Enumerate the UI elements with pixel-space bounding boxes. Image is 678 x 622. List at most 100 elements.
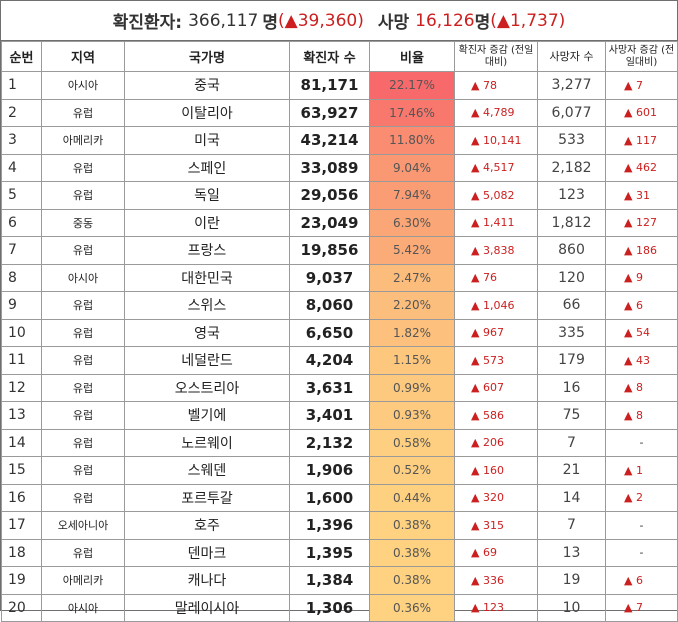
deaths-cell: 120 [537, 263, 606, 292]
table-row: 3 아메리카 미국 43,214 11.80% ▲ 10,141 533 ▲ 117 [1, 126, 678, 155]
table-row: 9 유럽 스위스 8,060 2.20% ▲ 1,046 66 ▲ 6 [1, 291, 678, 320]
country-cell: 노르웨이 [124, 428, 290, 457]
rank-cell: 7 [1, 236, 42, 265]
ratio-cell: 6.30% [369, 208, 455, 237]
region-cell: 유럽 [41, 98, 125, 127]
deaths-cell: 7 [537, 428, 606, 457]
cases-cell: 1,906 [289, 456, 370, 485]
region-cell: 아메리카 [41, 126, 125, 155]
case-increase-cell: ▲ 5,082 [454, 181, 538, 210]
region-cell: 유럽 [41, 236, 125, 265]
rank-cell: 10 [1, 318, 42, 347]
table-row: 10 유럽 영국 6,650 1.82% ▲ 967 335 ▲ 54 [1, 318, 678, 347]
table-row: 4 유럽 스페인 33,089 9.04% ▲ 4,517 2,182 ▲ 462 [1, 153, 678, 182]
header-death-increase: 사망자 증감 (전일대비) [605, 41, 678, 72]
death-increase-cell: ▲ 8 [605, 373, 678, 402]
country-cell: 이탈리아 [124, 98, 290, 127]
deaths-cell: 14 [537, 483, 606, 512]
country-cell: 말레이시아 [124, 593, 290, 622]
cases-cell: 1,395 [289, 538, 370, 567]
rank-cell: 17 [1, 511, 42, 540]
country-cell: 덴마크 [124, 538, 290, 567]
deaths-cell: 3,277 [537, 71, 606, 100]
death-increase-cell: ▲ 8 [605, 401, 678, 430]
case-increase-cell: ▲ 123 [454, 593, 538, 622]
table-row: 17 오세아니아 호주 1,396 0.38% ▲ 315 7- [1, 511, 678, 540]
cases-cell: 3,631 [289, 373, 370, 402]
death-increase-cell: - [605, 511, 678, 540]
death-increase-cell: ▲ 7 [605, 593, 678, 622]
deaths-cell: 533 [537, 126, 606, 155]
death-increase-cell: ▲ 1 [605, 456, 678, 485]
cases-cell: 23,049 [289, 208, 370, 237]
region-cell: 유럽 [41, 538, 125, 567]
ratio-cell: 0.44% [369, 483, 455, 512]
region-cell: 유럽 [41, 346, 125, 375]
deaths-cell: 179 [537, 346, 606, 375]
rank-cell: 9 [1, 291, 42, 320]
deaths-cell: 335 [537, 318, 606, 347]
header-row: 순번 지역 국가명 확진자 수 비율 확진자 증감 (전일대비) 사망자 수 사… [1, 41, 678, 72]
table-row: 7 유럽 프랑스 19,856 5.42% ▲ 3,838 860 ▲ 186 [1, 236, 678, 265]
ratio-cell: 0.93% [369, 401, 455, 430]
cases-cell: 6,650 [289, 318, 370, 347]
cases-cell: 1,600 [289, 483, 370, 512]
deaths-label: 사망 [377, 13, 410, 33]
table-row: 18 유럽 덴마크 1,395 0.38% ▲ 69 13- [1, 538, 678, 567]
rank-cell: 11 [1, 346, 42, 375]
case-increase-cell: ▲ 573 [454, 346, 538, 375]
case-increase-cell: ▲ 3,838 [454, 236, 538, 265]
death-increase-cell: ▲ 6 [605, 566, 678, 595]
case-increase-cell: ▲ 1,411 [454, 208, 538, 237]
country-cell: 네덜란드 [124, 346, 290, 375]
case-increase-cell: ▲ 206 [454, 428, 538, 457]
deaths-cell: 123 [537, 181, 606, 210]
death-increase-cell: ▲ 186 [605, 236, 678, 265]
ratio-cell: 7.94% [369, 181, 455, 210]
ratio-cell: 0.38% [369, 566, 455, 595]
case-increase-cell: ▲ 1,046 [454, 291, 538, 320]
country-cell: 스페인 [124, 153, 290, 182]
cases-cell: 81,171 [289, 71, 370, 100]
ratio-cell: 1.82% [369, 318, 455, 347]
table-row: 15 유럽 스웨덴 1,906 0.52% ▲ 160 21 ▲ 1 [1, 456, 678, 485]
rank-cell: 2 [1, 98, 42, 127]
death-increase-cell: ▲ 6 [605, 291, 678, 320]
death-increase-cell: ▲ 43 [605, 346, 678, 375]
ratio-cell: 5.42% [369, 236, 455, 265]
country-cell: 오스트리아 [124, 373, 290, 402]
case-increase-cell: ▲ 4,789 [454, 98, 538, 127]
deaths-cell: 75 [537, 401, 606, 430]
table-row: 8 아시아 대한민국 9,037 2.47% ▲ 76 120 ▲ 9 [1, 263, 678, 292]
region-cell: 유럽 [41, 373, 125, 402]
confirmed-value: 366,117 [188, 10, 259, 31]
case-increase-cell: ▲ 607 [454, 373, 538, 402]
country-cell: 중국 [124, 71, 290, 100]
header-ratio: 비율 [369, 41, 455, 72]
ratio-cell: 1.15% [369, 346, 455, 375]
deaths-unit: 명 [474, 13, 491, 33]
death-increase-cell: ▲ 117 [605, 126, 678, 155]
death-increase-cell: ▲ 54 [605, 318, 678, 347]
case-increase-cell: ▲ 315 [454, 511, 538, 540]
table-row: 13 유럽 벨기에 3,401 0.93% ▲ 586 75 ▲ 8 [1, 401, 678, 430]
case-increase-cell: ▲ 967 [454, 318, 538, 347]
confirmed-unit: 명 [262, 13, 279, 33]
ratio-cell: 0.38% [369, 511, 455, 540]
deaths-cell: 10 [537, 593, 606, 622]
region-cell: 유럽 [41, 456, 125, 485]
header-deaths: 사망자 수 [537, 41, 606, 72]
deaths-cell: 19 [537, 566, 606, 595]
deaths-value: 16,126 [415, 10, 475, 31]
country-cell: 프랑스 [124, 236, 290, 265]
ratio-cell: 11.80% [369, 126, 455, 155]
case-increase-cell: ▲ 10,141 [454, 126, 538, 155]
rank-cell: 20 [1, 593, 42, 622]
table-row: 16 유럽 포르투갈 1,600 0.44% ▲ 320 14 ▲ 2 [1, 483, 678, 512]
country-cell: 호주 [124, 511, 290, 540]
region-cell: 아시아 [41, 263, 125, 292]
cases-cell: 1,384 [289, 566, 370, 595]
table-row: 11 유럽 네덜란드 4,204 1.15% ▲ 573 179 ▲ 43 [1, 346, 678, 375]
region-cell: 중동 [41, 208, 125, 237]
